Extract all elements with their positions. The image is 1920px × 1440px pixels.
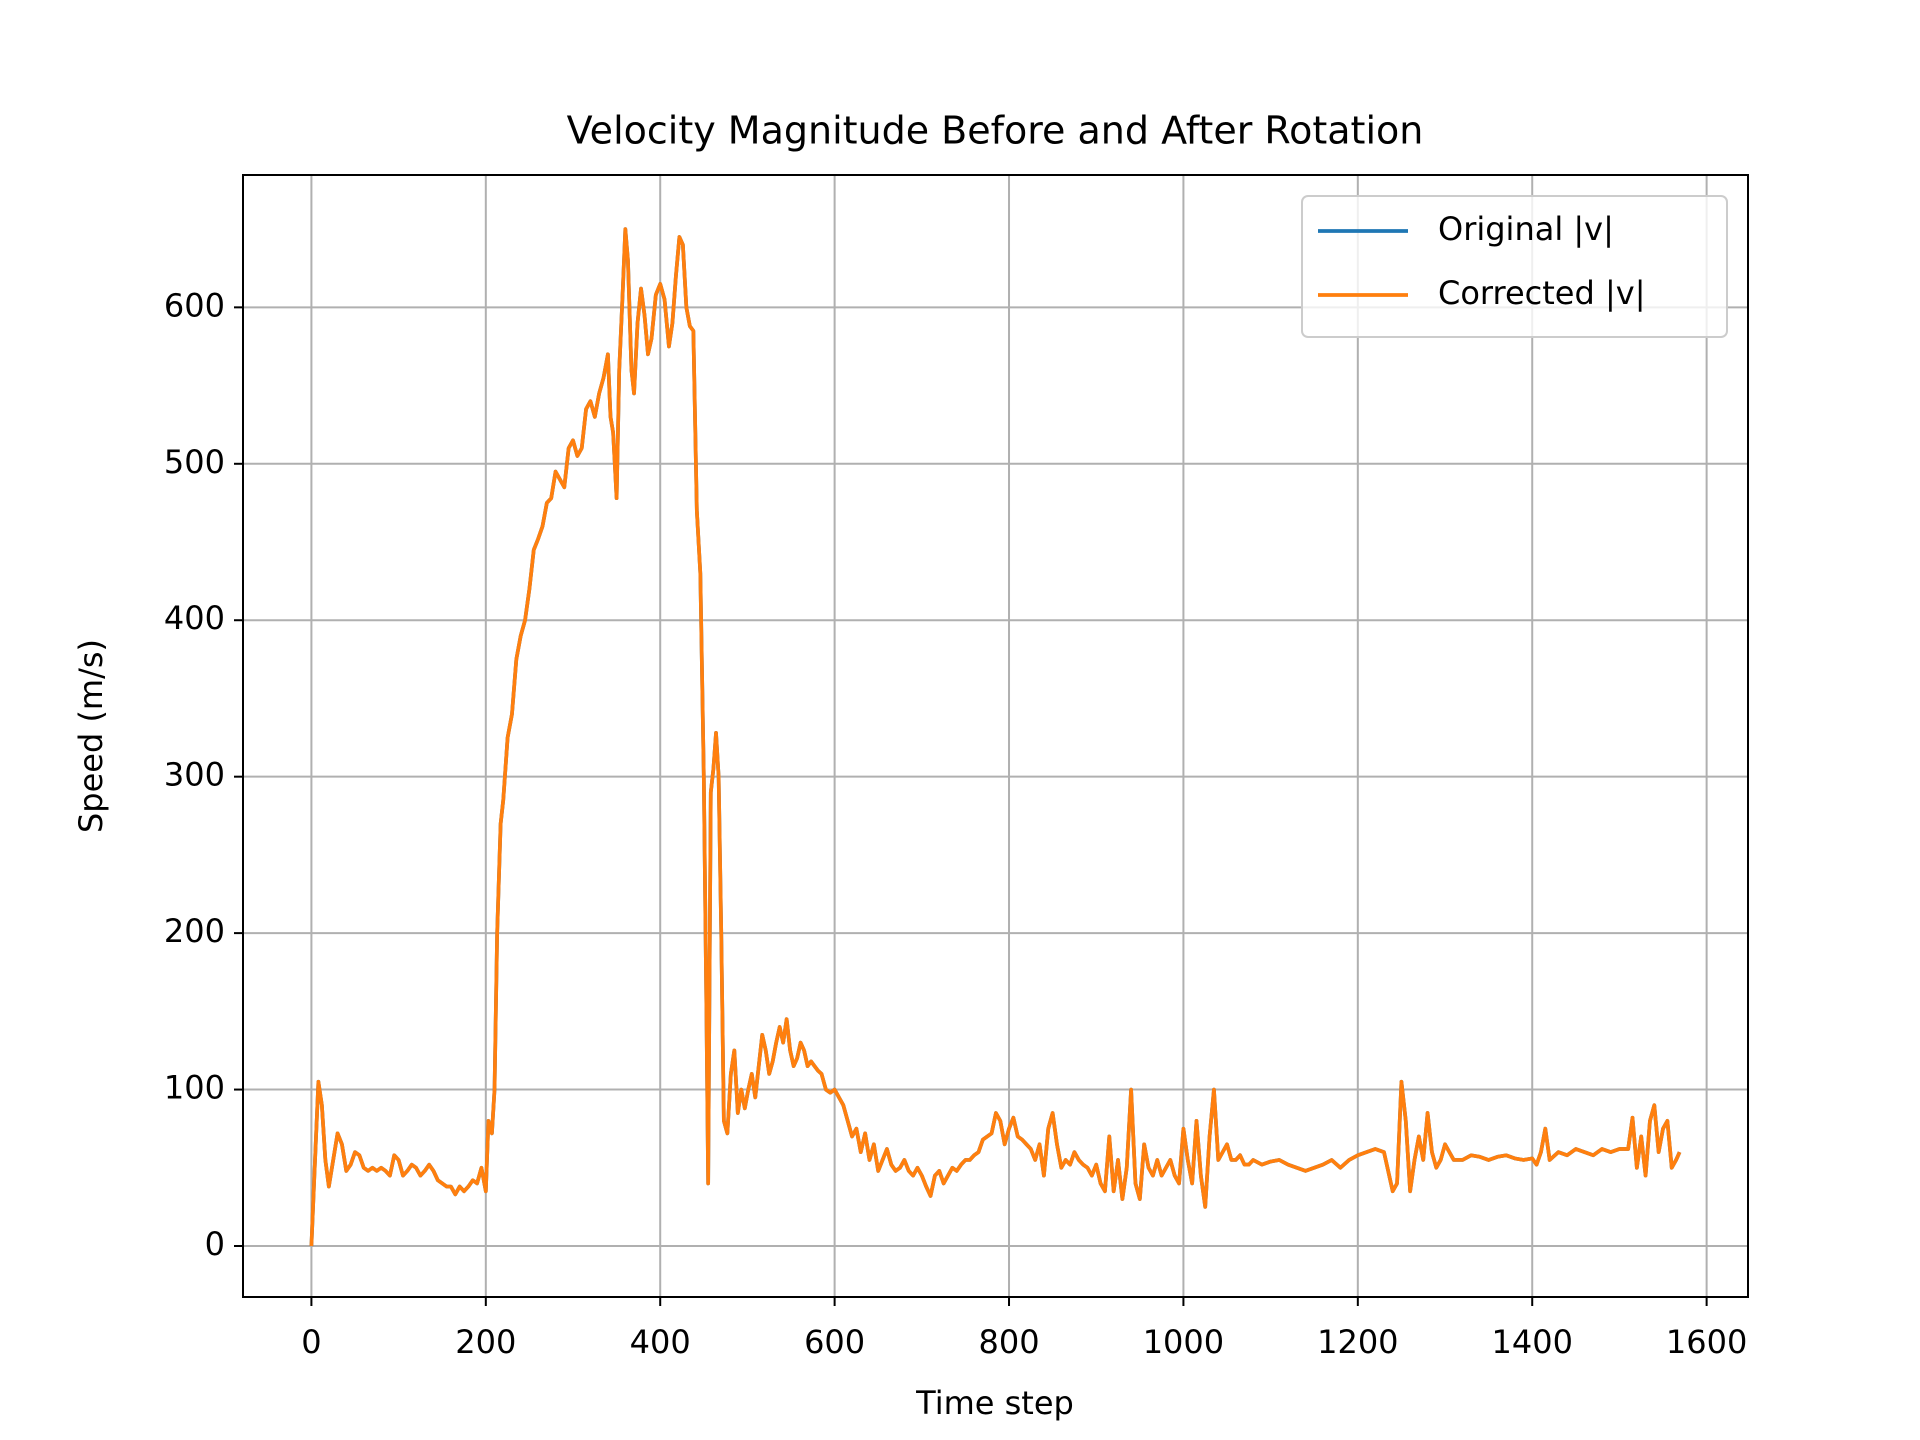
y-tick-label: 400 <box>164 599 225 637</box>
x-tick-label: 800 <box>978 1323 1039 1361</box>
y-tick-label: 300 <box>164 756 225 794</box>
x-tick-label: 1000 <box>1143 1323 1224 1361</box>
x-tick-label: 200 <box>455 1323 516 1361</box>
chart-title: Velocity Magnitude Before and After Rota… <box>567 109 1424 153</box>
x-axis-label: Time step <box>915 1384 1074 1422</box>
legend-label: Original |v| <box>1438 210 1614 248</box>
x-tick-label: 400 <box>630 1323 691 1361</box>
y-tick-label: 100 <box>164 1069 225 1107</box>
y-tick-label: 0 <box>205 1225 225 1263</box>
y-tick-label: 500 <box>164 443 225 481</box>
x-tick-label: 600 <box>804 1323 865 1361</box>
plot-frame <box>242 174 1749 1298</box>
x-tick-label: 1600 <box>1666 1323 1747 1361</box>
x-tick-label: 1400 <box>1492 1323 1573 1361</box>
legend-box <box>1301 195 1728 338</box>
y-tick-label: 200 <box>164 912 225 950</box>
y-axis-label: Speed (m/s) <box>72 639 110 833</box>
data-line <box>309 227 1682 1247</box>
x-tick-label: 0 <box>301 1323 321 1361</box>
data-line <box>309 227 1682 1247</box>
x-tick-label: 1200 <box>1317 1323 1398 1361</box>
y-tick-label: 600 <box>164 286 225 324</box>
legend-label: Corrected |v| <box>1438 274 1645 312</box>
